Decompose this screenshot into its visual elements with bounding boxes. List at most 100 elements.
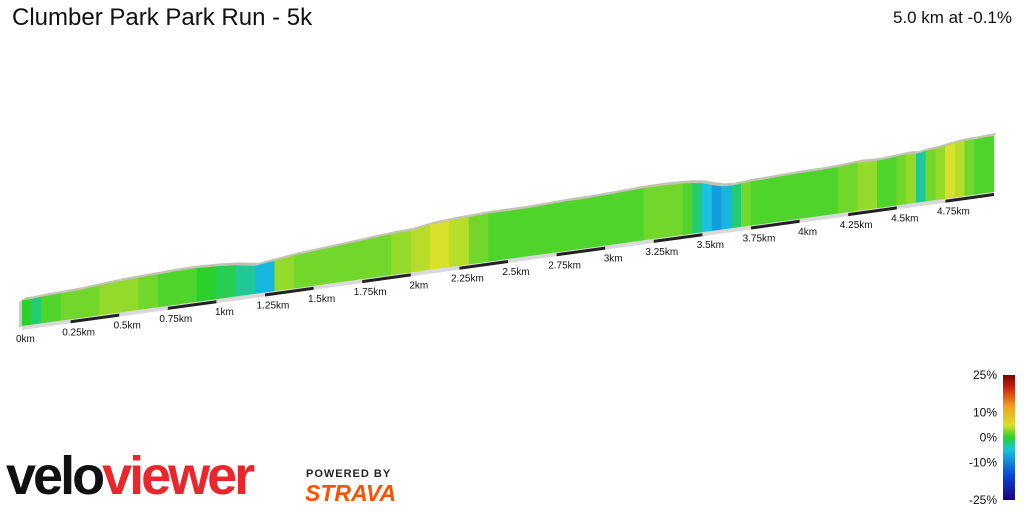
distance-tick-label: 2.75km [548,260,581,271]
profile-top-surface [430,217,453,225]
profile-segment [429,220,450,271]
distance-band [70,313,120,324]
profile-segment [604,191,625,246]
profile-segment [974,136,985,196]
distance-tick-label: 3.5km [697,240,724,251]
profile-segment [983,135,995,194]
profile-segment [293,251,314,289]
profile-top-surface [819,164,842,171]
profile-top-surface [22,296,35,301]
profile-top-surface [566,195,589,202]
distance-tick-label: 2.25km [451,274,484,285]
profile-top-surface [313,244,337,252]
distance-tick-label: 0.75km [159,314,192,325]
profile-segment [740,181,752,228]
profile-segment [60,289,81,321]
profile-top-surface [721,182,735,187]
profile-segment [925,148,936,202]
profile-top-surface [333,239,356,248]
profile-segment [731,183,742,229]
profile-top-surface [449,214,473,221]
profile-top-surface [391,227,414,235]
profile-top-surface [527,201,550,209]
profile-segment [352,238,373,281]
profile-segment [41,293,62,324]
distance-band [945,193,994,203]
profile-top-surface [274,252,298,261]
profile-segment [779,172,800,222]
profile-segment [857,160,878,212]
veloviewer-logo-velo: velo [6,446,105,506]
distance-band [653,233,703,243]
distance-tick-label: 4.5km [891,213,918,224]
profile-segment [585,194,606,249]
veloviewer-logo[interactable]: veloviewer [6,446,255,506]
profile-segment [566,198,587,252]
profile-segment [906,153,917,205]
profile-segment [915,150,927,204]
profile-top-surface [945,139,959,146]
profile-segment [945,142,956,200]
profile-segment [410,224,431,273]
profile-segment [818,166,839,217]
distance-band [167,300,217,310]
profile-top-surface [702,180,716,186]
profile-segment [21,298,33,327]
profile-top-surface [760,173,784,181]
profile-segment [391,230,412,276]
profile-top-surface [119,274,142,282]
profile-segment [546,201,567,254]
distance-tick-label: 0.25km [62,327,95,338]
profile-segment [877,156,898,209]
profile-segment [313,246,334,287]
profile-segment [216,265,237,300]
profile-top-surface [741,178,754,184]
profile-top-surface [984,133,997,138]
distance-tick-label: 1km [215,307,234,318]
distance-tick-label: 0.5km [114,321,141,332]
profile-start-cap [19,300,22,328]
profile-segment [692,182,703,234]
profile-top-surface [692,180,706,184]
profile-segment [177,267,198,305]
gradient-legend-label: 25% [973,368,997,382]
profile-segment [138,274,159,311]
profile-segment [721,185,732,230]
profile-segment [760,176,781,225]
profile-top-surface [935,142,949,149]
gradient-legend-label: 0% [980,431,998,445]
profile-top-surface [955,137,968,143]
profile-top-surface [682,180,696,184]
profile-top-surface [31,293,45,300]
profile-top-surface [780,170,803,177]
profile-top-surface [896,151,910,157]
profile-top-surface [585,192,609,199]
distance-tick-label: 1.25km [257,301,290,312]
profile-top-surface [294,248,317,256]
profile-top-surface [877,153,900,161]
profile-top-surface [196,263,220,269]
strava-logo[interactable]: STRAVA [305,480,397,506]
distance-tick-label: 3km [604,254,623,265]
distance-tick-label: 3.75km [743,234,776,245]
profile-top-surface [508,205,531,211]
profile-segment [196,266,217,303]
profile-top-surface [731,180,745,186]
profile-segment [682,182,693,236]
distance-band [265,286,314,297]
profile-top-surface [663,180,686,186]
profile-segment [624,187,645,244]
profile-top-surface [644,182,667,189]
profile-top-surface [546,198,570,205]
profile-top-surface [158,267,181,275]
profile-segment [643,185,664,241]
profile-top-surface [216,262,239,267]
distance-tick-label: 1.75km [354,287,387,298]
distance-band [459,260,508,270]
profile-segment [99,281,120,316]
profile-top-surface [605,188,628,196]
profile-segment [118,277,139,313]
profile-segment [157,270,178,308]
distance-band [848,206,897,217]
profile-segment [799,170,820,220]
